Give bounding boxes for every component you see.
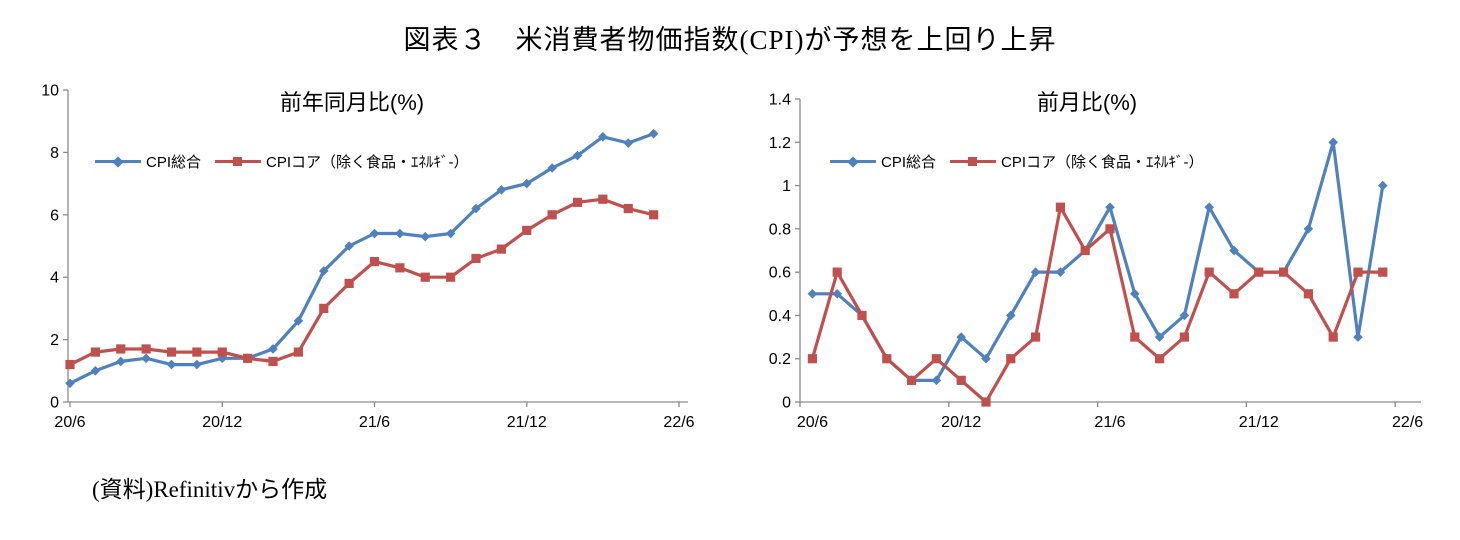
legend-mom: CPI総合 CPIコア（除く食品・ｴﾈﾙｷﾞ-） [830,151,1204,172]
legend-item-cpi-all: CPI総合 [95,151,201,172]
line-square-marker-icon [950,157,997,166]
svg-text:20/12: 20/12 [941,414,981,431]
svg-text:2: 2 [50,332,59,349]
svg-text:0.6: 0.6 [769,265,791,282]
svg-text:6: 6 [50,207,59,224]
svg-text:0.8: 0.8 [769,221,791,238]
chart-title-mom: 前月比(%) [1036,90,1138,115]
svg-text:21/6: 21/6 [1094,414,1125,431]
svg-text:20/12: 20/12 [202,414,242,431]
legend-label-cpi-core: CPIコア（除く食品・ｴﾈﾙｷﾞ-） [1001,154,1204,171]
svg-text:22/6: 22/6 [1392,414,1423,431]
svg-text:0.2: 0.2 [769,351,791,368]
page-title: 図表３ 米消費者物価指数(CPI)が予想を上回り上昇 [403,25,1057,55]
legend-item-cpi-core: CPIコア（除く食品・ｴﾈﾙｷﾞ-） [950,151,1204,172]
svg-text:21/6: 21/6 [359,414,390,431]
legend-label-cpi-core: CPIコア（除く食品・ｴﾈﾙｷﾞ-） [266,154,469,171]
svg-text:0: 0 [782,395,791,412]
legend-yoy: CPI総合 CPIコア（除く食品・ｴﾈﾙｷﾞ-） [95,151,469,172]
line-square-marker-icon [215,157,262,166]
legend-item-cpi-core: CPIコア（除く食品・ｴﾈﾙｷﾞ-） [215,151,469,172]
legend-label-cpi-all: CPI総合 [146,154,202,171]
svg-text:20/6: 20/6 [797,414,828,431]
line-diamond-marker-icon [830,155,876,168]
svg-text:1: 1 [782,178,791,195]
svg-text:10: 10 [41,83,59,100]
svg-text:8: 8 [50,145,59,162]
svg-text:0: 0 [50,395,59,412]
svg-text:21/12: 21/12 [1239,414,1279,431]
source-note: (資料)Refinitivから作成 [92,477,328,502]
svg-text:4: 4 [50,270,59,287]
line-diamond-marker-icon [95,155,141,168]
chart-title-yoy: 前年同月比(%) [279,90,425,115]
legend-label-cpi-all: CPI総合 [881,154,937,171]
svg-text:1.2: 1.2 [769,135,791,152]
svg-text:22/6: 22/6 [663,414,694,431]
svg-text:21/12: 21/12 [507,414,547,431]
svg-text:1.4: 1.4 [769,92,791,109]
svg-text:20/6: 20/6 [54,414,85,431]
legend-item-cpi-all: CPI総合 [830,151,936,172]
svg-text:0.4: 0.4 [769,308,791,325]
